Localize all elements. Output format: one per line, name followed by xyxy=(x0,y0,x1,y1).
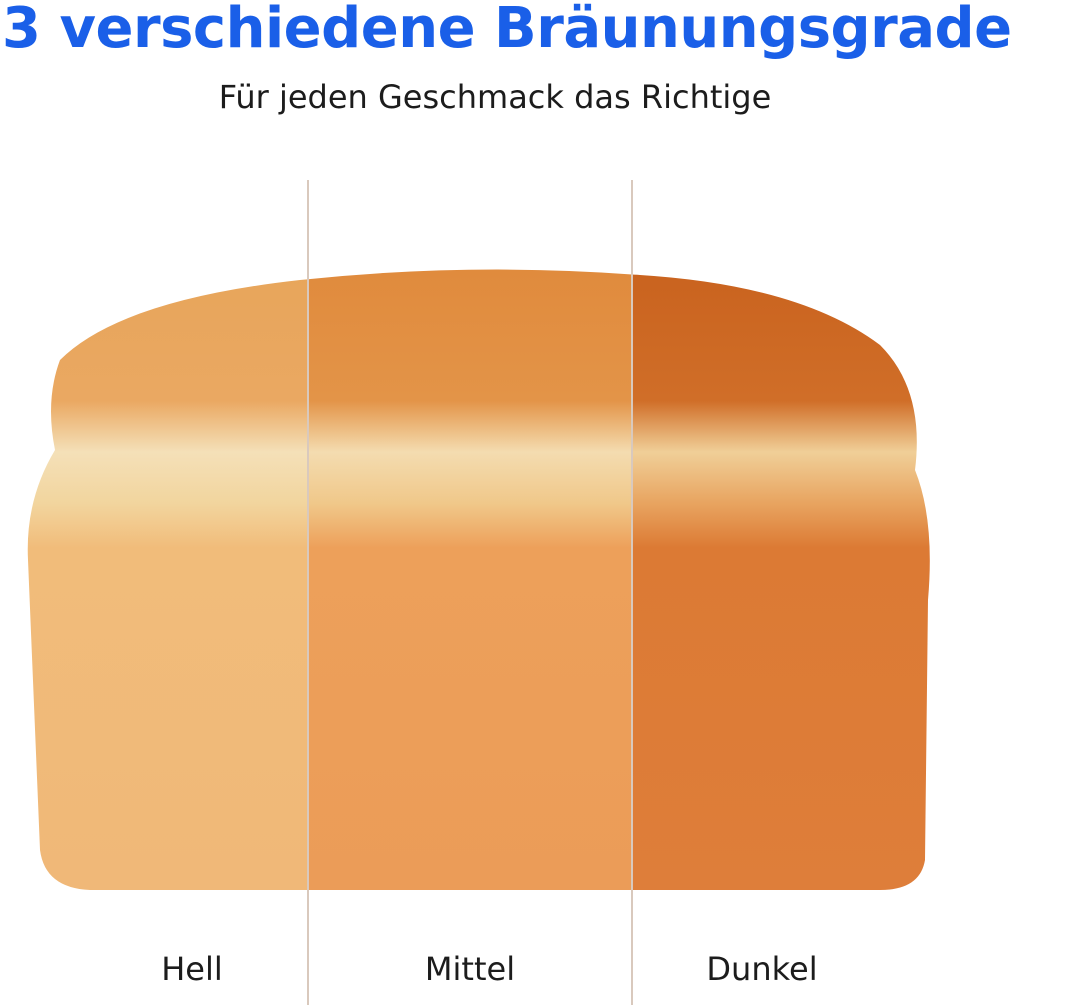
subtitle: Für jeden Geschmack das Richtige xyxy=(218,78,772,116)
title: 3 verschiedene Bräunungsgrade xyxy=(2,0,1012,61)
loaf xyxy=(27,269,930,890)
section-label: Hell xyxy=(161,950,223,988)
section-label: Dunkel xyxy=(706,950,817,988)
section-label: Mittel xyxy=(425,950,515,988)
